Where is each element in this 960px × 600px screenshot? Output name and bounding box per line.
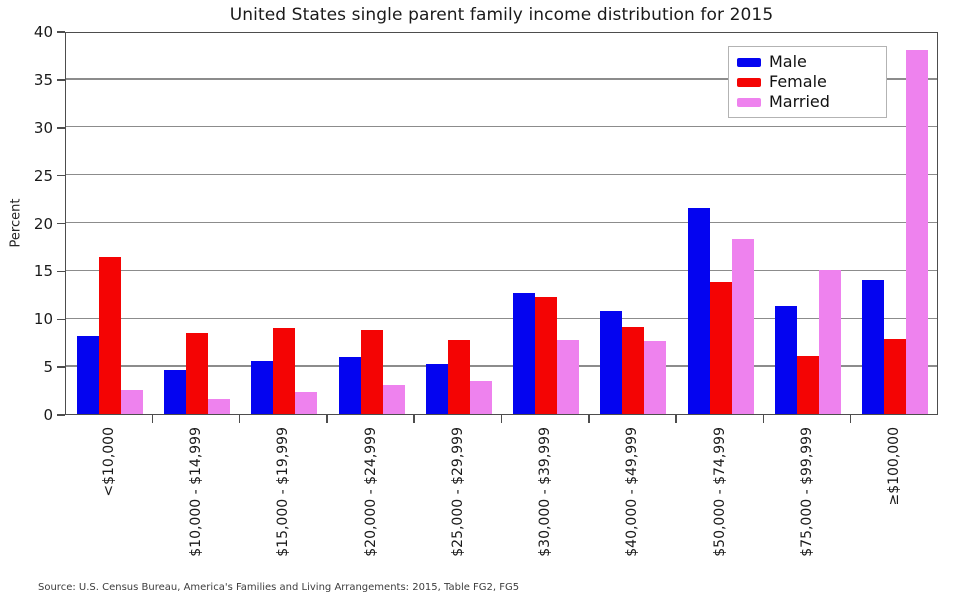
x-category-label: $15,000 - $19,999 [275, 427, 292, 557]
bar-female-6 [622, 326, 645, 414]
y-tick [57, 174, 65, 177]
x-category-label: $40,000 - $49,999 [624, 427, 641, 557]
bar-married-1 [207, 398, 230, 414]
x-category-label: $20,000 - $24,999 [362, 427, 379, 557]
y-tick-label: 0 [43, 406, 53, 424]
y-tick-label: 15 [33, 262, 53, 281]
y-tick [57, 414, 65, 416]
y-tick-label: 40 [33, 23, 53, 41]
y-tick-label: 20 [33, 214, 53, 233]
x-tick [675, 415, 677, 423]
bar-female-7 [709, 281, 732, 414]
gridline [66, 365, 937, 367]
x-tick [588, 415, 590, 423]
bar-male-9 [862, 279, 885, 414]
gridline [66, 317, 937, 319]
x-category-label: $10,000 - $14,999 [187, 427, 204, 557]
bar-married-4 [469, 380, 492, 414]
bar-female-3 [360, 329, 383, 414]
x-tick [849, 415, 852, 423]
bar-married-2 [295, 391, 318, 414]
bar-married-3 [382, 385, 405, 414]
bar-married-0 [120, 390, 143, 414]
x-tick [762, 415, 765, 423]
x-category-label: $50,000 - $74,999 [711, 427, 728, 557]
bar-married-9 [906, 50, 929, 414]
legend-label-male: Male [769, 52, 807, 71]
y-tick [57, 318, 65, 320]
bar-female-4 [447, 340, 470, 414]
male-swatch-icon [737, 57, 761, 67]
bar-married-5 [557, 340, 580, 414]
bar-male-7 [687, 208, 710, 414]
x-tick [413, 415, 415, 423]
female-swatch-icon [737, 77, 761, 87]
bar-male-2 [251, 361, 274, 414]
y-tick [57, 79, 65, 81]
bar-female-9 [884, 339, 907, 414]
x-category-label: ≥$100,000 [886, 427, 903, 506]
legend-label-female: Female [769, 72, 827, 91]
legend-item-female: Female [737, 72, 878, 92]
gridline [66, 173, 937, 176]
legend: Male Female Married [728, 46, 887, 118]
x-tick [151, 415, 154, 423]
bar-male-6 [600, 310, 623, 414]
x-tick [500, 415, 503, 423]
bar-married-8 [819, 270, 842, 414]
gridline [66, 78, 937, 80]
legend-item-male: Male [737, 52, 878, 72]
bar-female-1 [185, 332, 208, 414]
gridline [66, 126, 937, 128]
y-tick-label: 5 [43, 358, 53, 377]
y-tick-label: 35 [33, 70, 53, 89]
legend-item-married: Married [737, 92, 878, 112]
bar-male-0 [76, 336, 99, 414]
y-tick-label: 10 [33, 310, 53, 329]
x-category-label: $30,000 - $39,999 [537, 427, 554, 557]
x-category-label: $75,000 - $99,999 [799, 427, 816, 557]
bar-female-2 [273, 327, 296, 414]
x-category-label: <$10,000 [100, 427, 117, 497]
y-tick [57, 31, 65, 33]
x-tick [326, 415, 328, 423]
gridline [66, 269, 937, 272]
chart-title: United States single parent family incom… [229, 5, 774, 25]
gridline [66, 221, 937, 224]
y-tick [57, 222, 65, 225]
y-tick [57, 270, 65, 273]
y-tick-label: 30 [33, 118, 53, 137]
x-tick [238, 415, 241, 423]
bar-female-0 [98, 256, 121, 414]
bar-female-5 [535, 297, 558, 414]
bar-male-8 [775, 305, 798, 414]
bar-male-5 [513, 293, 536, 414]
bar-male-1 [163, 369, 186, 414]
married-swatch-icon [737, 97, 761, 107]
y-tick-label: 25 [33, 166, 53, 185]
x-category-label: $25,000 - $29,999 [449, 427, 466, 557]
bar-male-3 [338, 356, 361, 414]
y-tick [57, 366, 65, 368]
bar-male-4 [425, 364, 448, 414]
legend-label-married: Married [769, 92, 830, 111]
source-note: Source: U.S. Census Bureau, America's Fa… [38, 582, 520, 593]
bar-married-7 [731, 238, 754, 414]
y-tick [57, 127, 65, 129]
bar-female-8 [797, 355, 820, 414]
bar-married-6 [644, 341, 667, 414]
